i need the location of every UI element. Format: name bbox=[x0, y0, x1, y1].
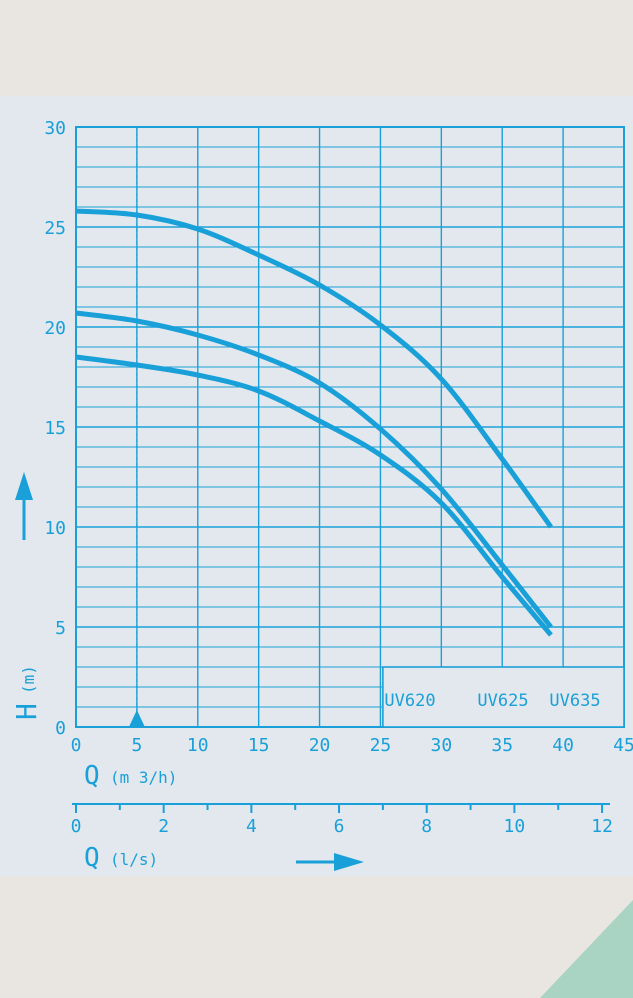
x2-tick-label: 4 bbox=[246, 816, 257, 837]
legend-entry: UV625 bbox=[477, 691, 528, 711]
x2-axis-label: Q bbox=[84, 843, 100, 873]
x-axis-unit: (m 3/h) bbox=[110, 768, 177, 787]
marker-triangle bbox=[128, 710, 145, 727]
legend: UV620 UV625 UV635 bbox=[382, 666, 625, 728]
y-axis-label-group: H (m) bbox=[10, 665, 43, 720]
y-tick-label: 0 bbox=[55, 718, 66, 739]
x-tick-label: 10 bbox=[187, 735, 209, 756]
curves bbox=[75, 208, 553, 637]
x-tick-label: 30 bbox=[430, 735, 452, 756]
x2-tick-label: 6 bbox=[334, 816, 345, 837]
curve-uv625 bbox=[75, 310, 553, 629]
x-tick-label: 5 bbox=[131, 735, 142, 756]
x-tick-label: 20 bbox=[309, 735, 331, 756]
plot-frame bbox=[75, 126, 625, 728]
x2-tick-label: 8 bbox=[421, 816, 432, 837]
chart-panel bbox=[0, 96, 633, 876]
tick-labels: 0 5 10 15 20 25 30 0 5 10 15 20 25 30 35 40 45 bbox=[44, 118, 633, 756]
x2-axis-unit: (l/s) bbox=[110, 850, 158, 869]
y-tick-label: 5 bbox=[55, 618, 66, 639]
x-tick-label: 0 bbox=[71, 735, 82, 756]
legend-entry: UV620 bbox=[384, 691, 435, 711]
y-tick-label: 10 bbox=[44, 518, 66, 539]
y-tick-label: 25 bbox=[44, 218, 66, 239]
grid bbox=[76, 127, 624, 727]
y-axis-label: H bbox=[10, 703, 43, 720]
x2-tick-label: 2 bbox=[158, 816, 169, 837]
x2-tick-label: 10 bbox=[504, 816, 526, 837]
curve-uv620 bbox=[75, 354, 553, 637]
x-tick-label: 35 bbox=[491, 735, 513, 756]
x-tick-label: 40 bbox=[552, 735, 574, 756]
y-tick-label: 15 bbox=[44, 418, 66, 439]
y-tick-label: 20 bbox=[44, 318, 66, 339]
x-tick-label: 15 bbox=[248, 735, 270, 756]
secondary-x-axis: 0 2 4 6 8 10 12 bbox=[71, 803, 613, 837]
legend-box bbox=[382, 666, 625, 728]
y-tick-label: 30 bbox=[44, 118, 66, 139]
up-arrow-head bbox=[15, 472, 33, 500]
x2-tick-label: 12 bbox=[591, 816, 613, 837]
x-tick-label: 25 bbox=[370, 735, 392, 756]
legend-entry: UV635 bbox=[549, 691, 600, 711]
y-axis-unit: (m) bbox=[19, 665, 38, 694]
plot-border bbox=[75, 126, 625, 728]
x-axis-label: Q bbox=[84, 761, 100, 791]
right-arrow-head bbox=[334, 853, 364, 871]
axis-labels: Q (m 3/h) Q (l/s) H (m) bbox=[10, 472, 364, 873]
x2-tick-label: 0 bbox=[71, 816, 82, 837]
curve-uv635 bbox=[75, 208, 553, 529]
x-tick-label: 45 bbox=[613, 735, 633, 756]
